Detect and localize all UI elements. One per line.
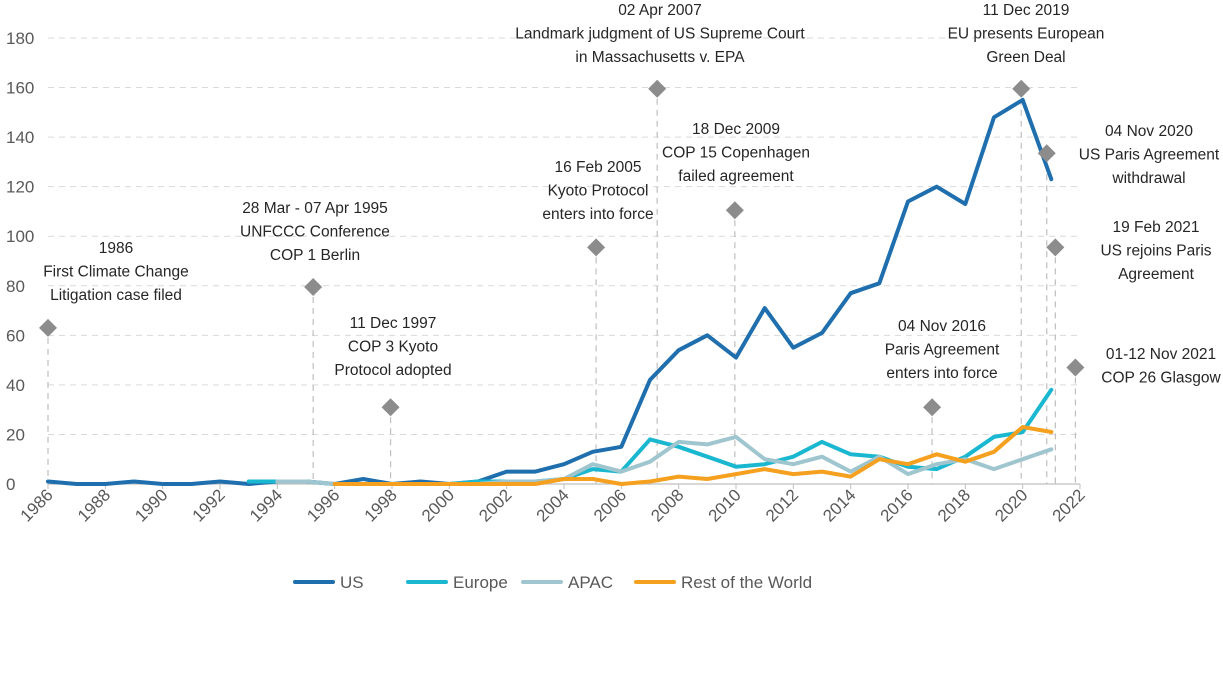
y-tick-label-40: 40	[6, 376, 25, 395]
x-tick-label-1988: 1988	[74, 485, 114, 525]
y-tick-label-80: 80	[6, 277, 25, 296]
x-tick-label-1992: 1992	[189, 485, 229, 525]
x-tick-label-1990: 1990	[131, 485, 171, 525]
event-annotation-1-line-1: UNFCCC Conference	[240, 224, 390, 241]
event-annotation-0-line-2: Litigation case filed	[50, 287, 182, 304]
series-line-us	[46, 97, 1054, 486]
event-annotation-10-line-0: 01-12 Nov 2021	[1106, 346, 1216, 363]
series-lines	[46, 97, 1054, 486]
y-tick-label-180: 180	[6, 29, 34, 48]
event-annotation-4-line-2: in Massachusetts v. EPA	[575, 49, 745, 66]
x-tick-label-2014: 2014	[819, 485, 859, 525]
event-annotation-7-line-2: Green Deal	[986, 49, 1065, 66]
event-markers	[39, 79, 1085, 417]
event-marker-5	[725, 201, 744, 220]
event-marker-6	[923, 398, 942, 417]
event-guide-lines	[47, 98, 1077, 484]
event-annotation-0-line-0: 1986	[99, 240, 133, 257]
legend-label-europe: Europe	[453, 573, 508, 592]
x-tick-label-2012: 2012	[762, 485, 802, 525]
event-annotation-6-line-0: 04 Nov 2016	[898, 318, 986, 335]
x-tick-label-1994: 1994	[246, 485, 286, 525]
event-marker-9	[1046, 238, 1065, 257]
y-tick-label-120: 120	[6, 178, 34, 197]
event-annotation-6-line-1: Paris Agreement	[885, 342, 1000, 359]
event-annotation-2-line-0: 11 Dec 1997	[350, 315, 437, 332]
x-tick-label-2022: 2022	[1049, 485, 1089, 525]
event-annotation-8-line-2: withdrawal	[1111, 170, 1185, 187]
event-marker-1	[304, 278, 323, 297]
x-tick-label-1986: 1986	[17, 485, 57, 525]
x-tick-label-2010: 2010	[705, 485, 745, 525]
event-annotation-9-line-0: 19 Feb 2021	[1112, 219, 1199, 236]
x-tick-label-2000: 2000	[418, 485, 458, 525]
event-annotation-2-line-1: COP 3 Kyoto	[348, 339, 438, 356]
x-tick-label-2004: 2004	[533, 485, 573, 525]
event-annotation-7-line-1: EU presents European	[948, 26, 1105, 43]
x-tick-label-2006: 2006	[590, 485, 630, 525]
event-marker-10	[1066, 358, 1085, 377]
event-annotation-5-line-1: COP 15 Copenhagen	[662, 145, 810, 162]
legend-label-us: US	[340, 573, 364, 592]
legend-label-rest-of-the-world: Rest of the World	[681, 573, 812, 592]
event-marker-0	[39, 318, 57, 337]
x-tick-label-2018: 2018	[934, 485, 974, 525]
series-line-rest-of-the-world	[332, 425, 1054, 486]
event-annotation-8-line-0: 04 Nov 2020	[1105, 123, 1193, 140]
y-tick-label-160: 160	[6, 79, 34, 98]
event-marker-2	[381, 398, 400, 417]
event-annotation-4-line-0: 02 Apr 2007	[618, 2, 702, 19]
legend-label-apac: APAC	[568, 573, 613, 592]
event-annotation-3-line-1: Kyoto Protocol	[548, 183, 649, 200]
legend: US Europe APAC Rest of the World	[293, 573, 812, 592]
y-tick-label-20: 20	[6, 425, 25, 444]
event-annotation-7-line-0: 11 Dec 2019	[983, 2, 1070, 19]
y-tick-label-100: 100	[6, 227, 34, 246]
event-annotation-5-line-0: 18 Dec 2009	[692, 121, 780, 138]
event-marker-4	[648, 79, 667, 98]
y-tick-label-140: 140	[6, 128, 34, 147]
event-marker-8	[1037, 144, 1056, 163]
x-tick-label-2002: 2002	[475, 485, 515, 525]
event-marker-3	[587, 238, 606, 257]
event-marker-7	[1012, 79, 1031, 98]
x-tick-label-1996: 1996	[303, 485, 343, 525]
x-tick-label-2016: 2016	[877, 485, 917, 525]
grid-lines	[48, 37, 1080, 435]
event-annotation-9-line-1: US rejoins Paris	[1100, 243, 1211, 260]
event-annotation-1-line-0: 28 Mar - 07 Apr 1995	[242, 200, 388, 217]
event-annotation-6-line-2: enters into force	[886, 365, 997, 382]
x-tick-label-2020: 2020	[991, 485, 1031, 525]
event-annotation-8-line-1: US Paris Agreement	[1079, 147, 1220, 164]
event-annotation-5-line-2: failed agreement	[678, 168, 794, 185]
x-tick-label-2008: 2008	[647, 485, 687, 525]
event-annotation-1-line-2: COP 1 Berlin	[270, 247, 360, 264]
event-annotation-4-line-1: Landmark judgment of US Supreme Court	[515, 26, 805, 43]
event-annotation-2-line-2: Protocol adopted	[334, 362, 451, 379]
event-annotations: 1986 First Climate Change Litigation case …	[43, 2, 1221, 387]
event-annotation-0-line-1: First Climate Change	[43, 264, 189, 281]
y-tick-label-0: 0	[6, 475, 15, 494]
x-tick-label-1998: 1998	[361, 485, 401, 525]
event-annotation-10-line-1: COP 26 Glasgow	[1101, 370, 1221, 387]
event-annotation-9-line-2: Agreement	[1118, 266, 1195, 283]
event-annotation-3-line-2: enters into force	[542, 206, 653, 223]
y-tick-label-60: 60	[6, 326, 25, 345]
event-annotation-3-line-0: 16 Feb 2005	[554, 159, 641, 176]
